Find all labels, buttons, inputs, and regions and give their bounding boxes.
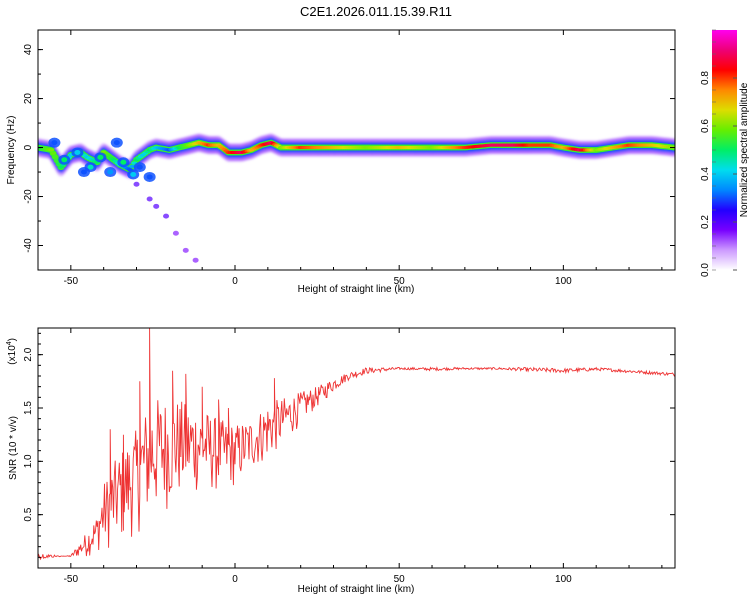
spectrogram-branch-dot (163, 213, 170, 219)
spectrogram-panel: -50 0 50 100 40 20 0 -20 -40 Height of straight … (6, 29, 676, 295)
spectrogram-scatter-core (87, 164, 94, 170)
spectrogram-marks (38, 133, 675, 263)
spectrogram-ytick-label: 40 (23, 44, 34, 56)
spectrogram-scatter-core (120, 159, 127, 165)
snr-multiplier-close: ) (7, 338, 18, 341)
colorbar-label: Normalized spectral amplitude (739, 82, 750, 217)
spectrogram-core-cell (129, 164, 136, 168)
snr-xtick-label: -50 (64, 574, 79, 585)
colorbar-ticks: 0.0 0.2 0.4 0.6 0.8 (700, 29, 737, 277)
spectrogram-core-cell (57, 165, 64, 169)
spectrogram-xlabel: Height of straight line (km) (298, 284, 415, 295)
spectrogram-branch-dot (146, 196, 153, 202)
spectrogram-scatter-core (80, 169, 87, 175)
spectrogram-xtick-label: 0 (232, 276, 238, 287)
spectrogram-xtick-label: 50 (394, 276, 406, 287)
colorbar-tick-label: 0.2 (700, 215, 711, 229)
spectrogram-branch-dot (192, 257, 199, 263)
spectrogram-ytick-label: 0 (23, 144, 34, 150)
spectrogram-ylabel: Frequency (Hz) (6, 116, 17, 185)
spectrogram-branch-dot (153, 203, 160, 209)
snr-xtick-label: 50 (394, 574, 406, 585)
spectrogram-scatter-core (97, 154, 104, 160)
spectrogram-branch-dot (172, 230, 179, 236)
spectrogram-branch-dot (133, 181, 140, 187)
colorbar-tick-label: 0.8 (700, 71, 711, 85)
snr-ytick-label: 1.5 (23, 401, 34, 415)
snr-panel: -50 0 50 100 0.5 1.0 1.5 2.0 Height of straight… (6, 327, 676, 595)
spectrogram-core-cell (50, 151, 57, 156)
colorbar-tick-label: 0.6 (700, 119, 711, 133)
snr-multiplier-exp: 4 (6, 341, 13, 345)
colorbar-tick-label: 0.4 (700, 167, 711, 181)
colorbar: 0.0 0.2 0.4 0.6 0.8 Normalized spectral ampl… (700, 29, 750, 277)
snr-ytick-label: 0.5 (23, 507, 34, 521)
snr-frame (37, 327, 676, 569)
snr-multiplier-base: (x10 (7, 345, 18, 365)
spectrogram-core-cell (52, 155, 59, 159)
snr-xtick-label: 100 (555, 574, 572, 585)
spectrogram-branch-dot (182, 247, 189, 253)
snr-xlabel: Height of straight line (km) (298, 584, 415, 595)
spectrogram-ytick-label: 20 (23, 93, 34, 105)
snr-marks (38, 328, 675, 561)
spectrogram-ytick-label: -20 (23, 189, 34, 204)
spectrogram-scatter-core (113, 140, 120, 146)
spectrogram-frame (37, 29, 676, 271)
spectrogram-scatter-core (130, 171, 137, 177)
snr-ticks: -50 0 50 100 0.5 1.0 1.5 2.0 (23, 328, 675, 585)
spectrogram-ticks: -50 0 50 100 40 20 0 -20 -40 (23, 30, 675, 287)
snr-series-line (38, 328, 675, 561)
spectrogram-ytick-label: -40 (23, 238, 34, 253)
snr-ytick-label: 2.0 (23, 347, 34, 361)
colorbar-tick-label: 0.0 (700, 263, 711, 277)
snr-multiplier: (x104) (6, 338, 18, 365)
spectrogram-xtick-label: 100 (555, 276, 572, 287)
spectrogram-scatter-core (51, 140, 58, 146)
snr-ylabel: SNR (10 * v/v) (8, 416, 19, 480)
spectrogram-core-cell (48, 148, 55, 152)
spectrogram-scatter-core (74, 149, 81, 155)
colorbar-scale (712, 30, 737, 270)
spectrogram-xtick-label: -50 (64, 276, 79, 287)
figure-title: C2E1.2026.011.15.39.R11 (300, 4, 452, 19)
spectrogram-scatter-core (107, 169, 114, 175)
spectrogram-scatter-core (136, 164, 143, 170)
snr-xtick-label: 0 (232, 574, 238, 585)
spectrogram-scatter-core (61, 157, 68, 163)
spectrogram-scatter-core (146, 174, 153, 180)
snr-ytick-label: 1.0 (23, 454, 34, 468)
